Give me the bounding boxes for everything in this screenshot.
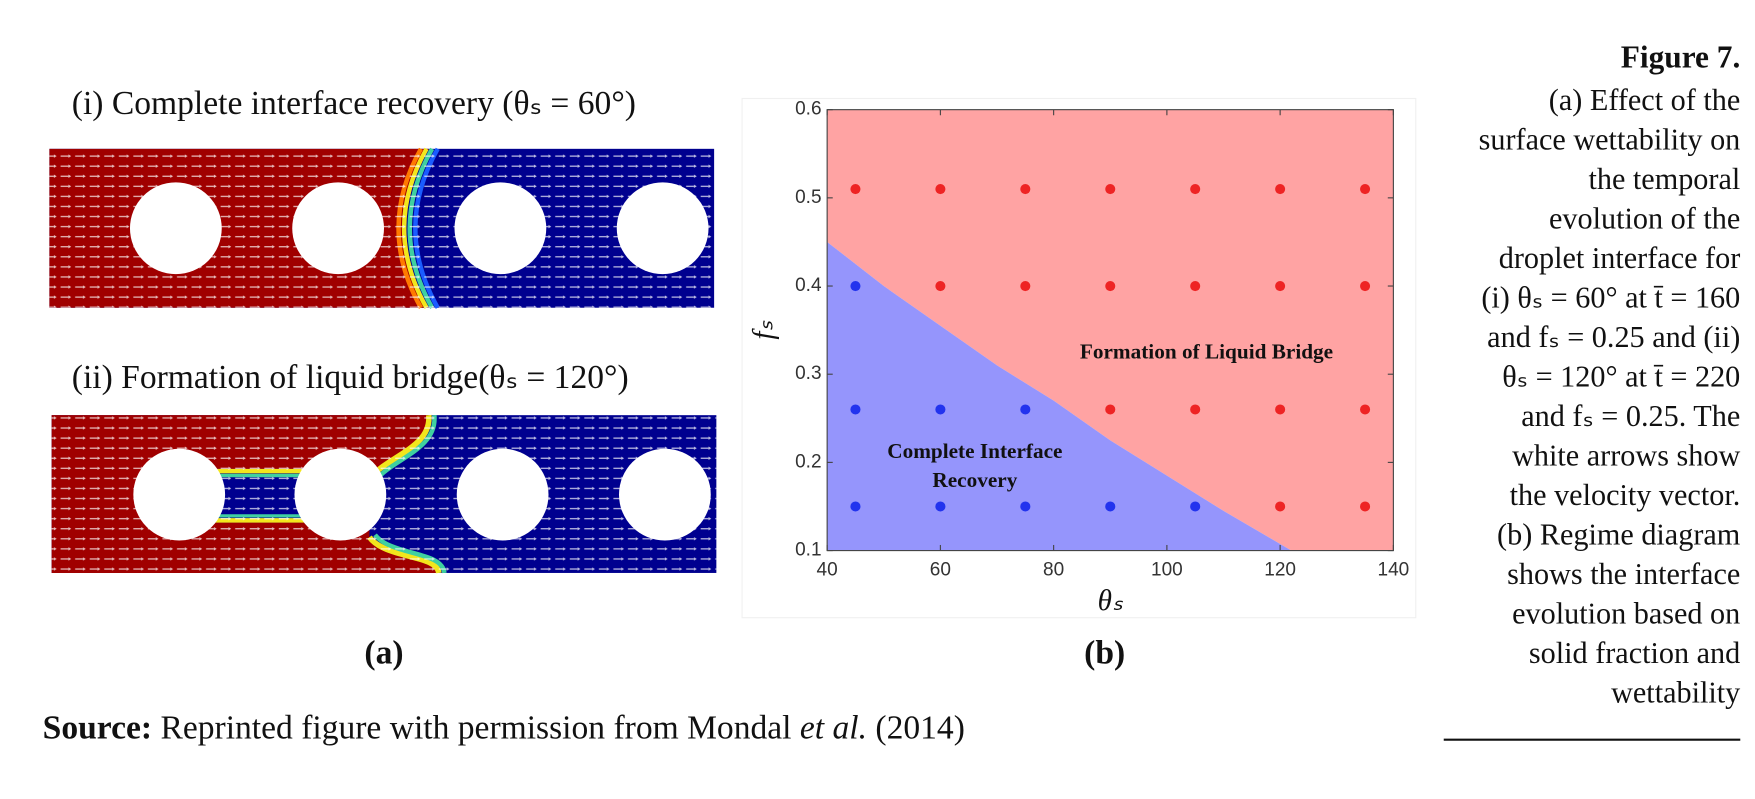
region-label: Recovery [932, 468, 1017, 492]
caption-line: θₛ = 120° at t̄ = 220 [1502, 359, 1740, 393]
data-point [1020, 404, 1031, 415]
source-label: Source: [43, 709, 152, 746]
panel-label: (b) [1084, 634, 1125, 671]
caption-line: surface wettability on [1479, 122, 1741, 156]
caption-line: (i) θₛ = 60° at t̄ = 160 [1481, 280, 1740, 314]
x-tick-label: 120 [1264, 560, 1296, 581]
y-tick-label: 0.1 [795, 540, 821, 561]
data-point [850, 183, 861, 195]
data-point [1190, 183, 1201, 195]
simulation-image [49, 147, 715, 309]
caption-line: shows the interface [1507, 557, 1740, 591]
data-point [1360, 501, 1371, 512]
data-point [935, 404, 946, 415]
data-point [1190, 501, 1201, 512]
plot-frame [826, 109, 1394, 552]
x-tick-label: 140 [1378, 560, 1410, 581]
x-tick-label: 100 [1151, 560, 1183, 581]
source-text: Reprinted figure with permission from Mo… [152, 709, 800, 746]
region-label: Complete Interface [887, 439, 1062, 463]
caption-line: the temporal [1588, 162, 1740, 196]
x-tick-label: 80 [1043, 560, 1064, 581]
region-label: Formation of Liquid Bridge [1080, 339, 1333, 363]
caption-line: droplet interface for [1499, 241, 1741, 275]
data-point [1105, 280, 1116, 292]
data-point [1360, 404, 1371, 415]
data-point [850, 501, 861, 512]
data-point [1360, 183, 1371, 195]
subfigure-caption: (i) Complete interface recovery (θₛ = 60… [72, 85, 636, 122]
data-point [1020, 501, 1031, 512]
data-point [1360, 280, 1371, 292]
source-line: Source: Reprinted figure with permission… [43, 709, 965, 746]
caption-line: evolution of the [1549, 201, 1740, 235]
y-tick-label: 0.2 [795, 451, 821, 472]
data-point [1020, 280, 1031, 292]
subfigure-caption: (ii) Formation of liquid bridge(θₛ = 120… [72, 359, 629, 396]
data-point [1190, 404, 1201, 415]
region-lower [827, 241, 1292, 551]
data-point [1275, 404, 1286, 415]
data-point [935, 183, 946, 195]
y-axis-label: fₛ [747, 321, 779, 340]
x-tick-label: 60 [930, 560, 951, 581]
caption-line: wettability [1611, 675, 1740, 709]
source-italic: et al. [800, 709, 867, 746]
data-point [1105, 501, 1116, 512]
caption-line: and fₛ = 0.25. The [1521, 399, 1740, 433]
data-point [1105, 404, 1116, 415]
source-text: (2014) [867, 709, 965, 746]
regime-chart: 40 60 80 100 120 140 0.1 0.2 0.3 0.4 0.5 0.6 θₛ fₛ For… [747, 99, 1409, 617]
data-point [1105, 183, 1116, 195]
data-point [1020, 183, 1031, 195]
data-point [935, 280, 946, 292]
y-tick-label: 0.4 [795, 275, 822, 296]
data-point [850, 404, 861, 415]
y-tick-label: 0.5 [795, 187, 821, 208]
caption-line: (b) Regime diagram [1497, 517, 1741, 551]
y-tick-label: 0.6 [795, 99, 821, 120]
data-point [1190, 280, 1201, 292]
caption-line: the velocity vector. [1510, 478, 1741, 512]
data-point [850, 280, 861, 292]
panel-label: (a) [364, 634, 403, 671]
data-point [935, 501, 946, 512]
caption-line: evolution based on [1512, 596, 1740, 630]
x-tick-label: 40 [817, 560, 838, 581]
x-axis-label: θₛ [1098, 585, 1123, 617]
caption-title: Figure 7. [1621, 40, 1741, 75]
caption-line: solid fraction and [1529, 636, 1740, 670]
caption-text: (a) Effect of the surface wettability on t… [1479, 83, 1741, 710]
data-point [1275, 183, 1286, 195]
data-point [1275, 501, 1286, 512]
caption-line: (a) Effect of the [1549, 83, 1740, 117]
y-tick-label: 0.3 [795, 363, 821, 384]
simulation-image [51, 414, 717, 574]
region-upper [827, 109, 1394, 551]
data-point [1275, 280, 1286, 292]
caption-line: white arrows show [1512, 438, 1740, 472]
caption-line: and fₛ = 0.25 and (ii) [1487, 320, 1740, 354]
